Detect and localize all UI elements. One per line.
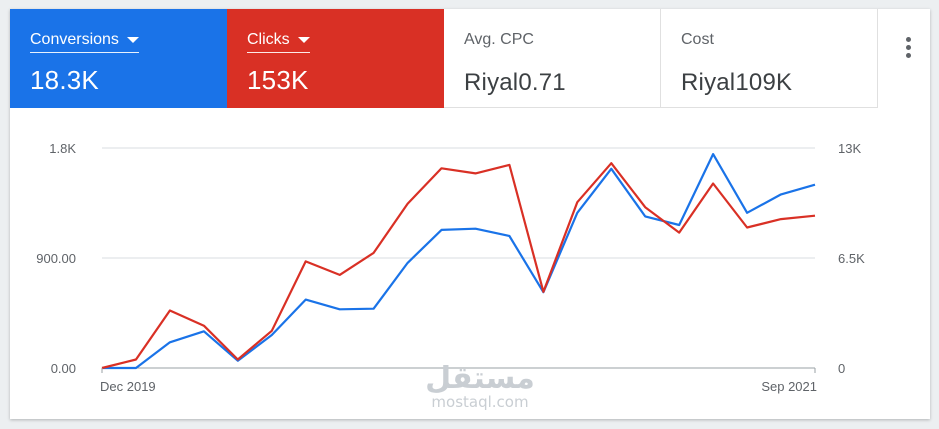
more-vert-icon[interactable]	[904, 37, 912, 61]
right-axis-tick: 13K	[838, 141, 861, 156]
performance-card: Conversions 18.3K Clicks 153K Avg. CPC R…	[10, 9, 930, 419]
right-axis-tick: 0	[838, 361, 845, 376]
series-line-clicks	[101, 162, 816, 370]
metric-selector-clicks[interactable]: Clicks	[247, 31, 310, 53]
metric-selector-avg-cpc[interactable]: Avg. CPC	[464, 31, 534, 52]
x-axis-label-start: Dec 2019	[100, 379, 156, 394]
metric-label: Avg. CPC	[464, 31, 534, 48]
metric-value: Riyal0.71	[464, 69, 566, 96]
metric-label: Cost	[681, 31, 714, 48]
metric-label: Clicks	[247, 31, 290, 48]
metric-tile-conversions[interactable]: Conversions 18.3K	[10, 9, 227, 108]
metric-selector-conversions[interactable]: Conversions	[30, 31, 139, 53]
left-axis-tick: 1.8K	[49, 141, 76, 156]
caret-down-icon	[297, 37, 310, 43]
metric-tile-clicks[interactable]: Clicks 153K	[227, 9, 444, 108]
series-line-conversions	[102, 152, 816, 370]
metric-tile-cost[interactable]: Cost Riyal109K	[661, 9, 878, 108]
metric-value: 153K	[247, 65, 309, 95]
metric-value: Riyal109K	[681, 69, 793, 96]
right-axis-tick: 6.5K	[838, 251, 865, 266]
left-axis-tick: 900.00	[36, 251, 76, 266]
caret-down-icon	[126, 37, 139, 43]
metric-tiles: Conversions 18.3K Clicks 153K Avg. CPC R…	[10, 9, 878, 108]
line-chart: 0.00 900.00 1.8K 0 6.5K 13K Dec 2019 Sep 2021	[36, 141, 865, 394]
metric-tile-avg-cpc[interactable]: Avg. CPC Riyal0.71	[444, 9, 661, 108]
left-axis-tick: 0.00	[51, 361, 76, 376]
metric-label: Conversions	[30, 31, 119, 48]
metric-selector-cost[interactable]: Cost	[681, 31, 714, 52]
x-axis-label-end: Sep 2021	[761, 379, 817, 394]
metric-value: 18.3K	[30, 65, 99, 95]
